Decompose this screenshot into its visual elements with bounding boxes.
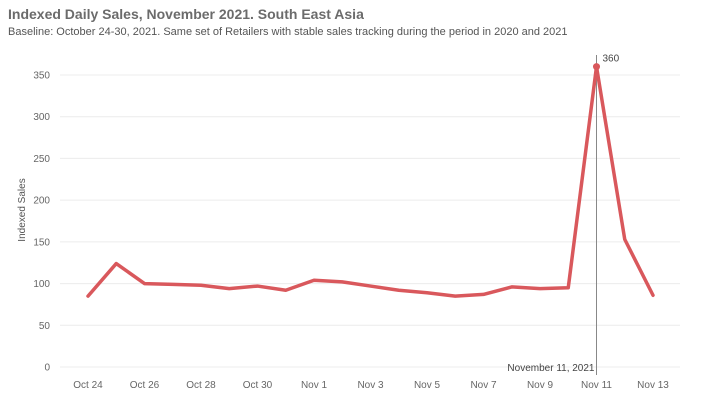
reference-line-label: November 11, 2021: [507, 363, 595, 374]
x-tick-label: Nov 1: [301, 380, 328, 391]
y-tick-label: 0: [44, 363, 50, 374]
y-tick-label: 300: [33, 112, 50, 123]
x-tick-label: Nov 13: [637, 380, 669, 391]
y-tick-label: 200: [33, 196, 50, 207]
x-tick-label: Oct 26: [130, 380, 160, 391]
x-tick-label: Oct 28: [186, 380, 216, 391]
chart-title: Indexed Daily Sales, November 2021. Sout…: [8, 6, 364, 22]
annotations: November 11, 2021 360: [507, 54, 619, 374]
x-tick-label: Nov 7: [470, 380, 497, 391]
x-tick-label: Nov 5: [414, 380, 441, 391]
y-tick-label: 150: [33, 237, 50, 248]
x-tick-label: Nov 3: [357, 380, 384, 391]
x-axis-ticks: Oct 24 Oct 26 Oct 28 Oct 30 Nov 1 Nov 3 Nov 5 N…: [73, 380, 669, 391]
y-axis-label: Indexed Sales: [17, 178, 28, 241]
y-axis-ticks: 0 50 100 150 200 250 300 350: [33, 71, 50, 374]
x-tick-label: Nov 9: [527, 380, 554, 391]
series-group: [86, 64, 655, 298]
x-tick-label: Oct 30: [243, 380, 273, 391]
x-tick-label: Nov 11: [581, 380, 612, 391]
x-tick-label: Oct 24: [73, 380, 103, 391]
y-tick-label: 250: [33, 154, 50, 165]
gridlines: [60, 74, 680, 368]
series-line: [86, 64, 655, 298]
chart-subtitle: Baseline: October 24-30, 2021. Same set …: [8, 26, 568, 38]
peak-marker: [593, 63, 600, 71]
y-tick-label: 50: [39, 321, 51, 332]
y-tick-label: 350: [33, 71, 50, 82]
y-tick-label: 100: [33, 279, 50, 290]
peak-value-label: 360: [603, 54, 620, 65]
